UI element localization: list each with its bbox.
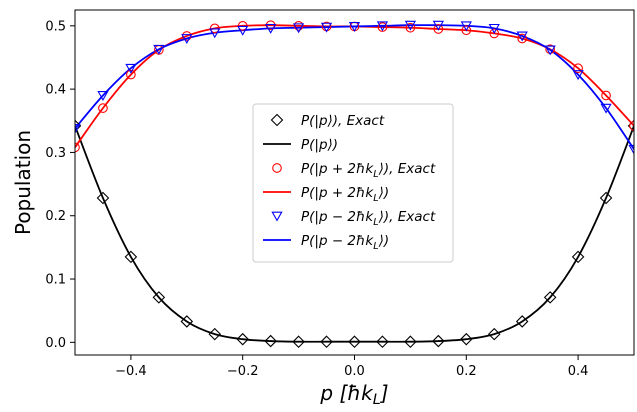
data-point-triangle [209, 28, 221, 39]
data-point-triangle [544, 45, 556, 56]
data-point-diamond [264, 334, 277, 348]
data-point-diamond [180, 315, 194, 328]
data-point-circle [377, 22, 388, 32]
data-point-diamond [208, 327, 222, 341]
data-point-diamond [376, 335, 389, 348]
y-axis-ticks: 0.0 0.1 0.2 0.3 0.4 0.5 [45, 19, 75, 351]
series-markers [75, 20, 634, 348]
legend-label: P(|p⟩), Exact [301, 113, 385, 129]
data-point-circle [629, 121, 634, 131]
data-point-triangle [97, 91, 109, 101]
data-point-circle [433, 24, 444, 34]
data-point-diamond [270, 113, 284, 127]
x-tick-label: 0.2 [456, 364, 477, 379]
legend: P(|p⟩), Exact P(|p⟩) P(|p + 2ħkL⟩), Exact P… [252, 103, 454, 263]
legend-label: P(|p − 2ħkL⟩), Exact [301, 209, 436, 228]
x-tick-label: −0.2 [227, 364, 259, 379]
y-tick-label: 0.0 [45, 336, 66, 351]
data-point-triangle [320, 22, 333, 33]
data-point-diamond [487, 327, 501, 341]
data-point-triangle [265, 23, 277, 34]
series-lines [75, 24, 634, 343]
data-point-triangle [460, 21, 472, 32]
series-line [75, 125, 634, 343]
data-point-diamond [124, 250, 138, 264]
series-line [75, 24, 634, 150]
data-point-circle [98, 103, 108, 113]
data-point-triangle [348, 22, 361, 32]
x-tick-label: 0.4 [568, 364, 589, 379]
legend-label: P(|p⟩) [301, 137, 338, 153]
data-point-diamond [348, 335, 361, 348]
data-point-circle [75, 142, 80, 153]
legend-frame [252, 103, 454, 263]
data-point-triangle [628, 144, 634, 155]
data-point-triangle [292, 23, 305, 34]
data-point-triangle [271, 211, 283, 222]
y-tick-label: 0.5 [45, 19, 66, 34]
data-point-diamond [404, 335, 417, 348]
data-point-triangle [432, 20, 444, 31]
data-point-diamond [432, 334, 445, 348]
x-axis-label: p [ħkL] [319, 381, 388, 408]
data-point-triangle [181, 34, 193, 45]
data-point-circle [601, 90, 611, 101]
data-point-diamond [543, 291, 557, 304]
data-point-diamond [599, 191, 613, 205]
data-point-triangle [600, 103, 612, 114]
data-point-diamond [571, 250, 585, 264]
data-point-diamond [460, 332, 473, 346]
data-point-triangle [404, 20, 417, 31]
data-point-circle [573, 63, 583, 74]
data-point-triangle [153, 44, 165, 55]
data-point-circle [461, 25, 472, 36]
data-point-triangle [125, 63, 137, 74]
data-point-triangle [376, 21, 389, 32]
legend-label: P(|p + 2ħkL⟩) [301, 185, 389, 204]
data-point-triangle [572, 70, 584, 81]
y-tick-label: 0.1 [45, 273, 66, 288]
data-point-triangle [488, 23, 500, 34]
data-point-circle [489, 28, 500, 39]
data-point-diamond [236, 332, 249, 346]
data-point-diamond [292, 335, 305, 348]
legend-label: P(|p − 2ħkL⟩) [301, 233, 389, 252]
y-axis-label: Population [11, 130, 35, 235]
data-point-triangle [75, 123, 81, 134]
data-point-diamond [96, 191, 110, 205]
y-tick-label: 0.2 [45, 209, 66, 224]
x-tick-label: −0.4 [115, 364, 147, 379]
data-point-triangle [516, 31, 528, 42]
legend-label: P(|p + 2ħkL⟩), Exact [301, 161, 436, 180]
data-point-triangle [237, 25, 249, 36]
data-point-circle [517, 33, 528, 44]
data-point-circle [272, 163, 282, 173]
x-axis-ticks: −0.4 −0.2 0.0 0.2 0.4 [115, 355, 588, 379]
data-point-diamond [515, 315, 529, 328]
data-point-circle [293, 20, 304, 31]
y-tick-label: 0.3 [45, 146, 66, 161]
data-point-circle [405, 22, 416, 33]
data-point-circle [237, 20, 248, 31]
data-point-diamond [320, 335, 333, 348]
data-point-diamond [152, 291, 166, 304]
y-tick-label: 0.4 [45, 83, 66, 98]
data-point-circle [126, 69, 136, 80]
data-point-circle [209, 23, 220, 34]
x-tick-label: 0.0 [344, 364, 365, 379]
